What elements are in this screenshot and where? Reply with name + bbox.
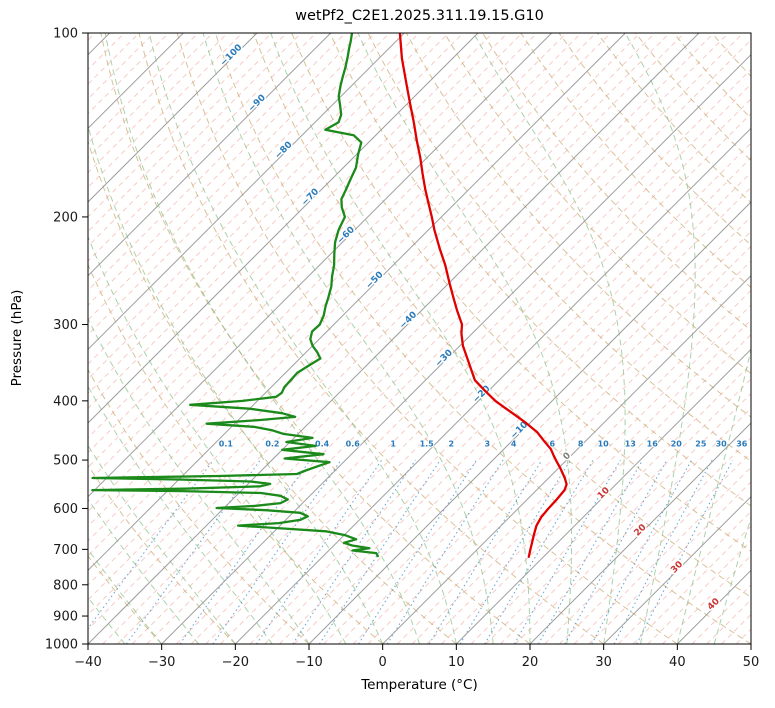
y-tick-label: 100 <box>53 27 78 42</box>
moist-adiabat-lines <box>88 33 751 644</box>
isotherm-label: 30 <box>669 560 685 576</box>
mixing-ratio-label: 0.2 <box>265 440 279 449</box>
mixing-ratio-label: 4 <box>511 440 517 449</box>
mixing-ratio-label: 6 <box>549 440 555 449</box>
x-tick-label: −40 <box>74 655 101 670</box>
y-tick-label: 300 <box>53 318 78 333</box>
mixing-ratio-label: 20 <box>671 440 683 449</box>
plot-border <box>87 32 752 645</box>
dewpoint-line <box>91 33 379 558</box>
x-axis-label: Temperature (°C) <box>361 677 478 693</box>
isotherm-label: 40 <box>706 597 722 613</box>
mixing-ratio-label: 0.1 <box>219 440 234 449</box>
mixing-ratio-label: 2 <box>448 440 454 449</box>
x-tick-label: 10 <box>448 655 465 670</box>
temperature-line <box>398 33 568 558</box>
mixing-ratio-label: 16 <box>647 440 659 449</box>
mixing-ratio-label: 13 <box>625 440 636 449</box>
mixing-ratio-label: 25 <box>695 440 707 449</box>
isotherm-label: 0 <box>562 451 574 463</box>
dry-adiabat-lines <box>88 33 751 644</box>
y-tick-label: 600 <box>53 502 78 517</box>
isotherm-major-lines <box>88 33 751 644</box>
mixing-ratio-label: 1.5 <box>420 440 435 449</box>
y-tick-label: 500 <box>53 454 78 469</box>
x-tick-label: 30 <box>595 655 612 670</box>
isotherm-label: 10 <box>596 486 612 502</box>
mixing-ratio-label: 1 <box>390 440 396 449</box>
y-tick-label: 1000 <box>45 638 78 653</box>
mixing-ratio-label: 0.4 <box>315 440 330 449</box>
x-tick-label: −30 <box>148 655 175 670</box>
mixing-ratio-label: 30 <box>716 440 728 449</box>
isotherm-label: −80 <box>273 140 294 161</box>
isotherm-minor-lines <box>88 33 751 644</box>
isotherm-label: −90 <box>247 93 268 114</box>
x-tick-label: −20 <box>222 655 249 670</box>
x-tick-label: 20 <box>522 655 539 670</box>
x-tick-label: 50 <box>743 655 760 670</box>
mixing-ratio-lines <box>88 459 734 644</box>
isotherm-label: −50 <box>364 270 385 291</box>
x-tick-label: 40 <box>669 655 686 670</box>
mixing-ratio-label: 0.6 <box>346 440 361 449</box>
isotherm-label: 20 <box>633 523 649 539</box>
x-axis: −40 −30 −20 −10 0 10 20 30 40 50 <box>74 644 759 670</box>
y-axis-label: Pressure (hPa) <box>9 289 25 387</box>
chart-title: wetPf2_C2E1.2025.311.19.15.G10 <box>295 8 544 24</box>
mixing-ratio-label: 8 <box>578 440 584 449</box>
x-tick-label: −10 <box>295 655 322 670</box>
isotherm-label: −40 <box>398 310 419 331</box>
mixing-ratio-label: 36 <box>736 440 748 449</box>
isotherm-label: −30 <box>434 348 455 369</box>
x-tick-label: 0 <box>379 655 387 670</box>
y-tick-label: 700 <box>53 543 78 558</box>
y-axis: 100 200 300 400 500 600 700 800 900 1000 <box>45 27 88 653</box>
isotherm-label: −70 <box>300 187 321 208</box>
mixing-ratio-labels: 0.1 0.2 0.4 0.6 1 1.5 2 3 4 6 8 10 13 16 20 25 30 36 <box>218 439 749 450</box>
mixing-ratio-label: 3 <box>484 440 490 449</box>
y-tick-label: 800 <box>53 578 78 593</box>
y-tick-label: 400 <box>53 394 78 409</box>
y-tick-label: 200 <box>53 210 78 225</box>
y-tick-label: 900 <box>53 610 78 625</box>
mixing-ratio-label: 10 <box>598 440 610 449</box>
